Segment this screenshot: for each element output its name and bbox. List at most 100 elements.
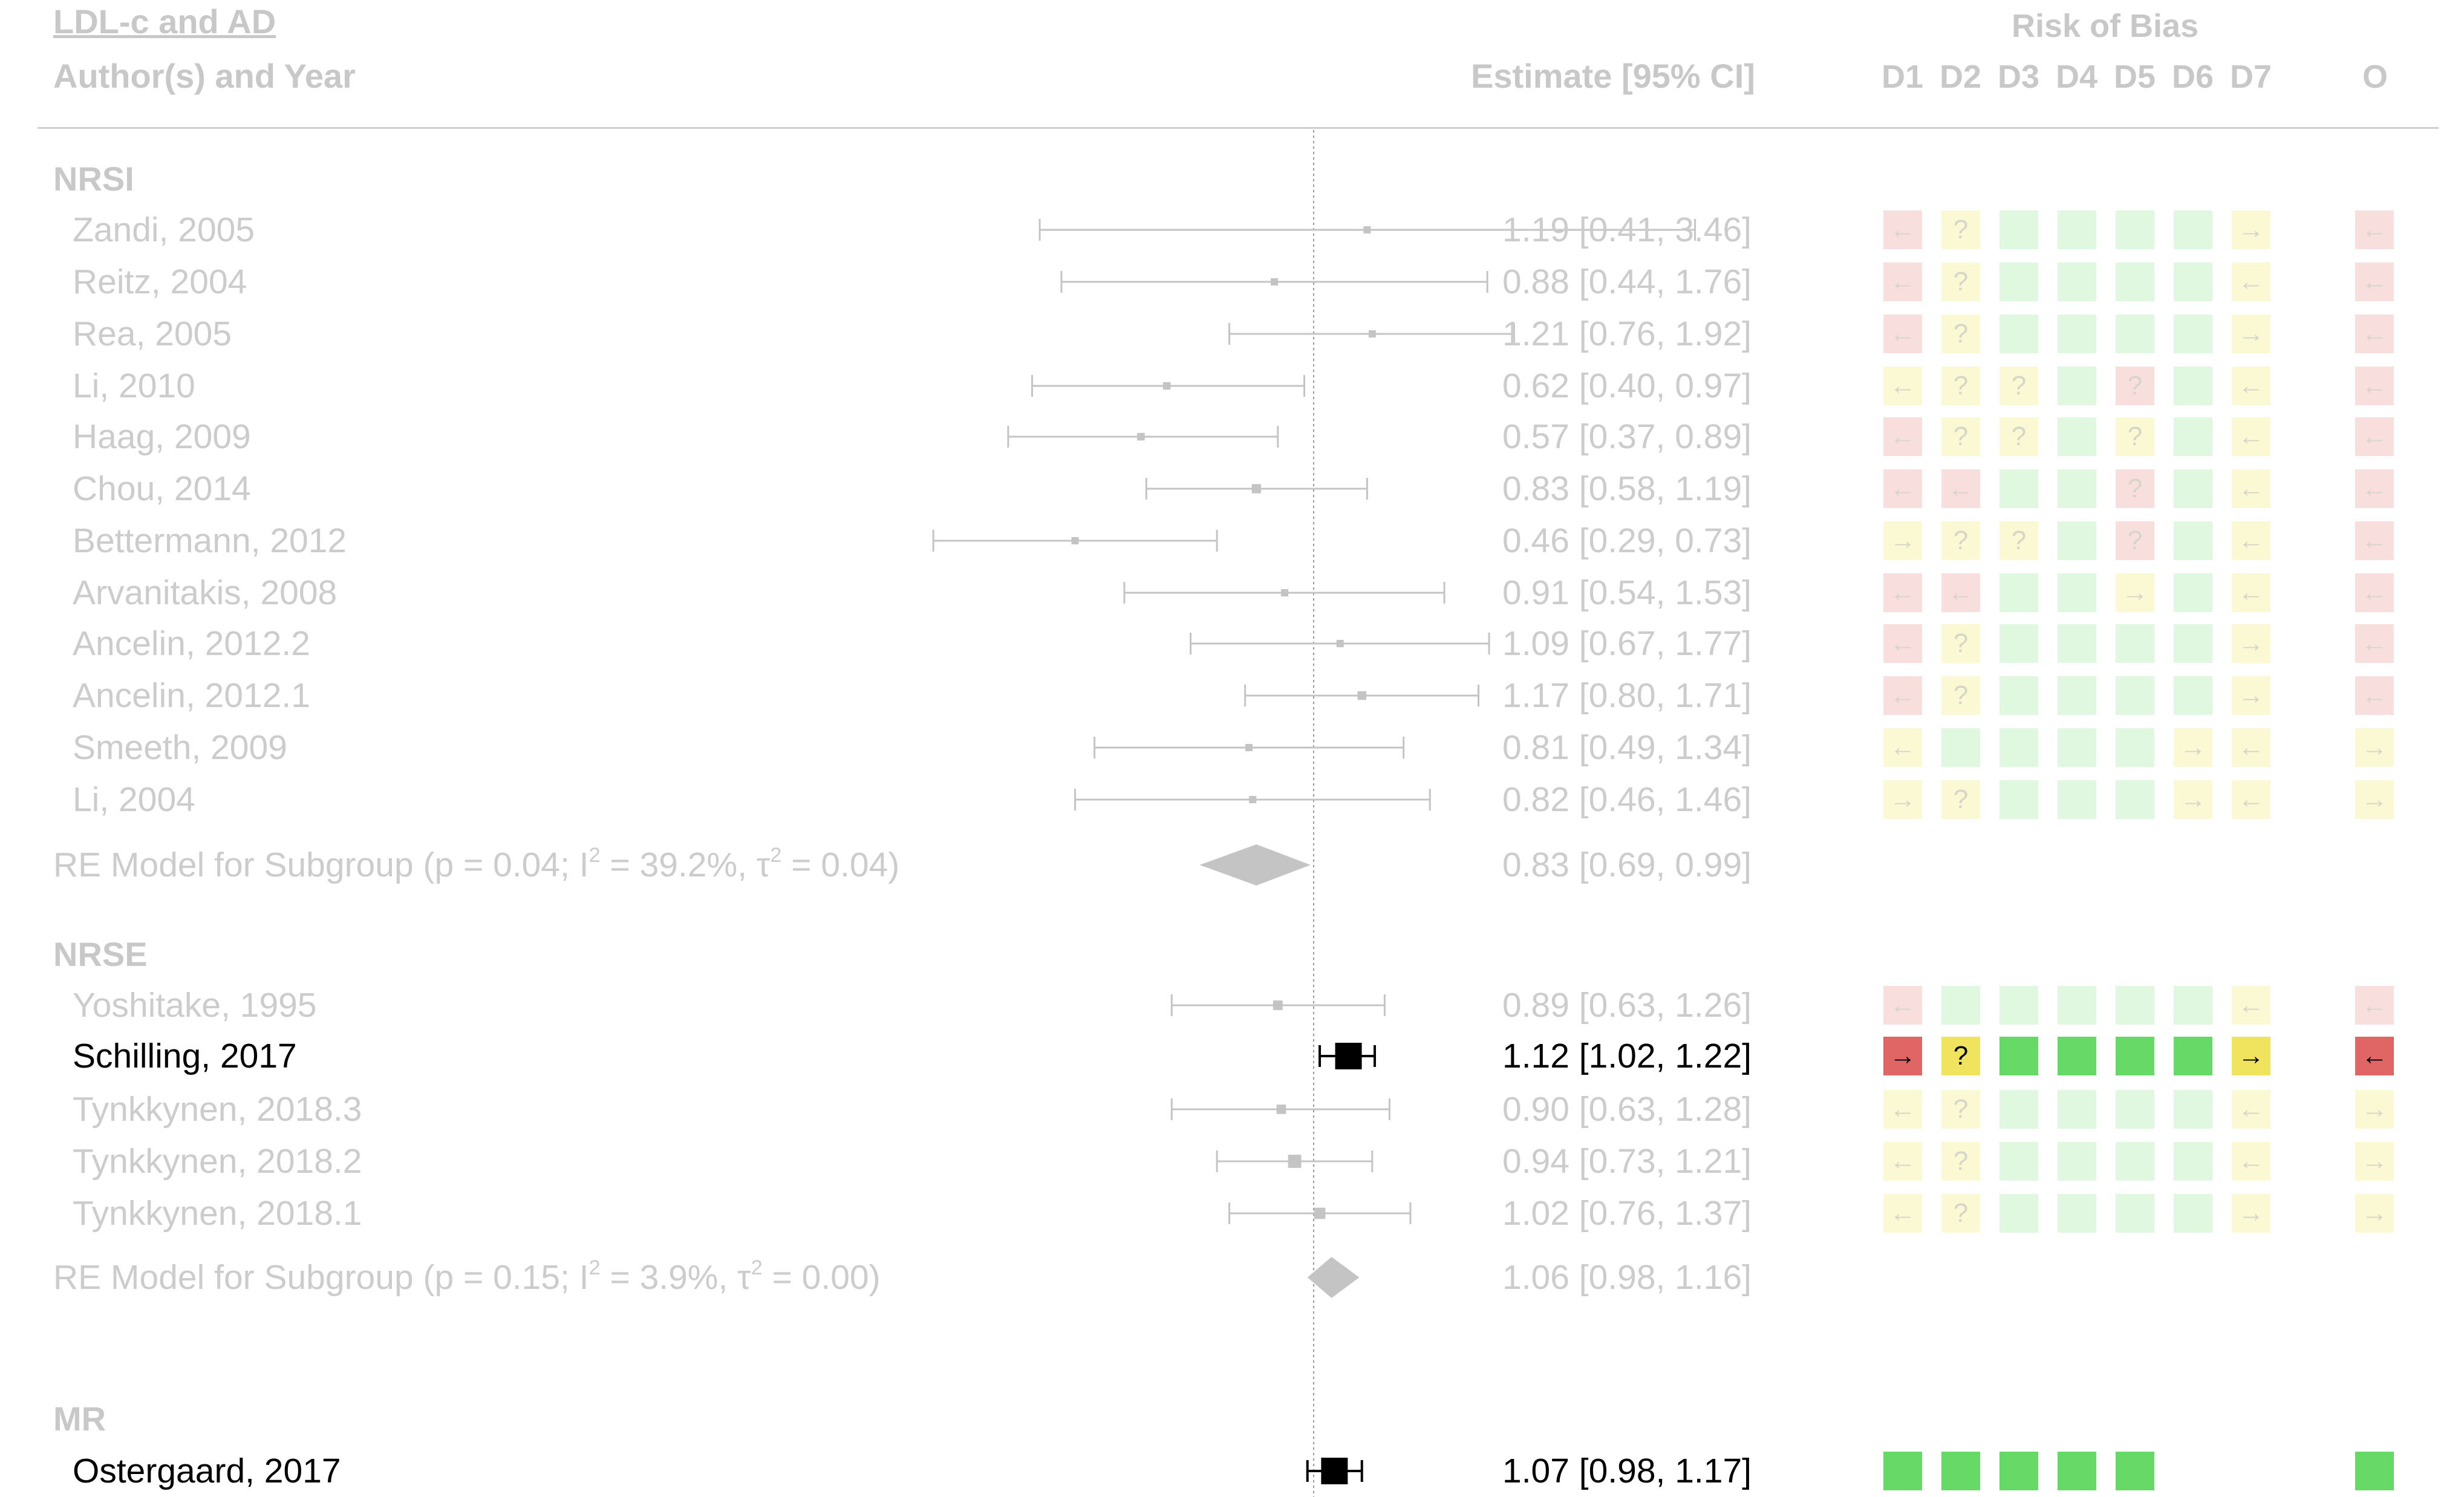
rob-cell-d5 bbox=[2116, 1194, 2154, 1233]
point-estimate bbox=[1273, 1000, 1283, 1010]
rob-cell-d6: → bbox=[2174, 728, 2212, 767]
study-name: Smeeth, 2009 bbox=[73, 728, 287, 767]
rob-cell-overall: ← bbox=[2355, 417, 2394, 456]
rob-cell-d1: ← bbox=[1883, 676, 1922, 715]
rob-cell-d4 bbox=[2058, 573, 2096, 612]
rob-cell-d1: ← bbox=[1883, 1090, 1922, 1129]
rob-cell-overall: ← bbox=[2355, 573, 2394, 612]
rob-cell-d1 bbox=[1883, 1452, 1922, 1490]
rob-cell-d1: ← bbox=[1883, 573, 1922, 612]
rob-cell-overall: ← bbox=[2355, 210, 2394, 249]
header-rule bbox=[37, 127, 2439, 129]
rob-cell-d6 bbox=[2174, 263, 2212, 301]
rob-cell-d5 bbox=[2116, 624, 2154, 663]
rob-cell-d5 bbox=[2116, 263, 2154, 301]
model-label-part: 2 bbox=[588, 1256, 601, 1280]
point-estimate bbox=[1137, 432, 1145, 441]
estimate-text: 1.12 [1.02, 1.22] bbox=[1502, 1037, 1752, 1075]
rob-cell-d6 bbox=[2174, 573, 2212, 612]
rob-cell-d7: ← bbox=[2232, 367, 2270, 405]
rob-cell-d1: ← bbox=[1883, 986, 1922, 1025]
subgroup-label: NRSI bbox=[53, 160, 134, 198]
rob-cell-d3 bbox=[2000, 573, 2038, 612]
rob-cell-overall: ← bbox=[2355, 676, 2394, 715]
rob-cell-d6 bbox=[2174, 521, 2212, 560]
rob-cell-d3 bbox=[2000, 315, 2038, 353]
rob-cell-d5 bbox=[2116, 728, 2154, 767]
point-estimate bbox=[1281, 589, 1289, 596]
point-estimate bbox=[1363, 226, 1371, 233]
rob-cell-d4 bbox=[2058, 986, 2096, 1025]
rob-cell-d7: → bbox=[2232, 676, 2270, 715]
rob-cell-d3: ? bbox=[2000, 417, 2038, 456]
rob-cell-d6 bbox=[2174, 1194, 2212, 1233]
rob-cell-overall: ← bbox=[2355, 521, 2394, 560]
rob-cell-overall: ← bbox=[2355, 367, 2394, 405]
rob-cell-d2: ? bbox=[1941, 1037, 1980, 1075]
rob-cell-d7: ← bbox=[2232, 1090, 2270, 1129]
model-label-part: = 0.04) bbox=[781, 846, 900, 884]
study-name: Reitz, 2004 bbox=[73, 263, 247, 301]
rob-cell-overall: ← bbox=[2355, 986, 2394, 1025]
rob-cell-d2: ← bbox=[1941, 573, 1980, 612]
rob-cell-d5: ? bbox=[2116, 417, 2154, 456]
rob-cell-d2 bbox=[1941, 728, 1980, 767]
study-name: Tynkkynen, 2018.3 bbox=[73, 1090, 362, 1129]
estimate-text: 0.89 [0.63, 1.26] bbox=[1502, 986, 1752, 1025]
rob-cell-d4 bbox=[2058, 1194, 2096, 1233]
rob-cell-d7: ← bbox=[2232, 728, 2270, 767]
point-estimate bbox=[1251, 484, 1261, 494]
rob-cell-d6 bbox=[2174, 367, 2212, 405]
rob-cell-d5: ? bbox=[2116, 469, 2154, 508]
rob-cell-d3 bbox=[2000, 728, 2038, 767]
rob-cell-d2: ? bbox=[1941, 1142, 1980, 1181]
point-estimate bbox=[1321, 1458, 1348, 1484]
rob-cell-d2: ? bbox=[1941, 1194, 1980, 1233]
estimate-text: 0.90 [0.63, 1.28] bbox=[1502, 1090, 1752, 1129]
rob-cell-d3 bbox=[2000, 1090, 2038, 1129]
rob-cell-d1: ← bbox=[1883, 1194, 1922, 1233]
model-label-part: = 3.9%, τ bbox=[600, 1258, 751, 1297]
study-name: Li, 2010 bbox=[73, 367, 195, 405]
study-name: Tynkkynen, 2018.2 bbox=[73, 1142, 362, 1181]
rob-cell-d1: → bbox=[1883, 1037, 1922, 1075]
point-estimate bbox=[1071, 537, 1079, 544]
rob-cell-d4 bbox=[2058, 315, 2096, 353]
rob-cell-d2: ? bbox=[1941, 521, 1980, 560]
model-estimate-text: 0.83 [0.69, 0.99] bbox=[1502, 846, 1752, 884]
estimate-text: 1.07 [0.98, 1.17] bbox=[1502, 1452, 1752, 1490]
rob-cell-d4 bbox=[2058, 469, 2096, 508]
model-label: RE Model for Subgroup (p = 0.15; I2 = 3.… bbox=[53, 1257, 881, 1297]
rob-cell-d7: → bbox=[2232, 1037, 2270, 1075]
summary-diamond bbox=[1199, 844, 1311, 885]
rob-cell-d1: → bbox=[1883, 521, 1922, 560]
point-estimate bbox=[1162, 382, 1171, 390]
rob-domain-d5: D5 bbox=[2114, 59, 2156, 95]
rob-cell-d6 bbox=[2174, 676, 2212, 715]
rob-cell-d2: ? bbox=[1941, 315, 1980, 353]
rob-cell-d5 bbox=[2116, 676, 2154, 715]
rob-cell-d7: ← bbox=[2232, 263, 2270, 301]
model-label-part: RE Model for Subgroup (p = 0.04; I bbox=[53, 846, 589, 884]
model-label-part: 2 bbox=[770, 844, 782, 867]
rob-cell-d6: → bbox=[2174, 780, 2212, 819]
rob-cell-d1: ← bbox=[1883, 210, 1922, 249]
study-name: Arvanitakis, 2008 bbox=[73, 573, 337, 612]
rob-cell-d3 bbox=[2000, 1452, 2038, 1490]
rob-cell-d6 bbox=[2174, 624, 2212, 663]
model-label-part: RE Model for Subgroup (p = 0.15; I bbox=[53, 1258, 589, 1297]
rob-cell-d3 bbox=[2000, 676, 2038, 715]
rob-cell-d5 bbox=[2116, 210, 2154, 249]
rob-domain-d4: D4 bbox=[2056, 59, 2098, 95]
rob-cell-d6 bbox=[2174, 469, 2212, 508]
rob-cell-d1: ← bbox=[1883, 624, 1922, 663]
rob-cell-d3 bbox=[2000, 469, 2038, 508]
rob-cell-d4 bbox=[2058, 676, 2096, 715]
rob-cell-d1: ← bbox=[1883, 469, 1922, 508]
rob-cell-d7: ← bbox=[2232, 469, 2270, 508]
rob-header: Risk of Bias bbox=[2012, 8, 2199, 44]
rob-cell-overall: → bbox=[2355, 1090, 2394, 1129]
rob-cell-d5 bbox=[2116, 315, 2154, 353]
rob-domain-d2: D2 bbox=[1940, 59, 1982, 95]
